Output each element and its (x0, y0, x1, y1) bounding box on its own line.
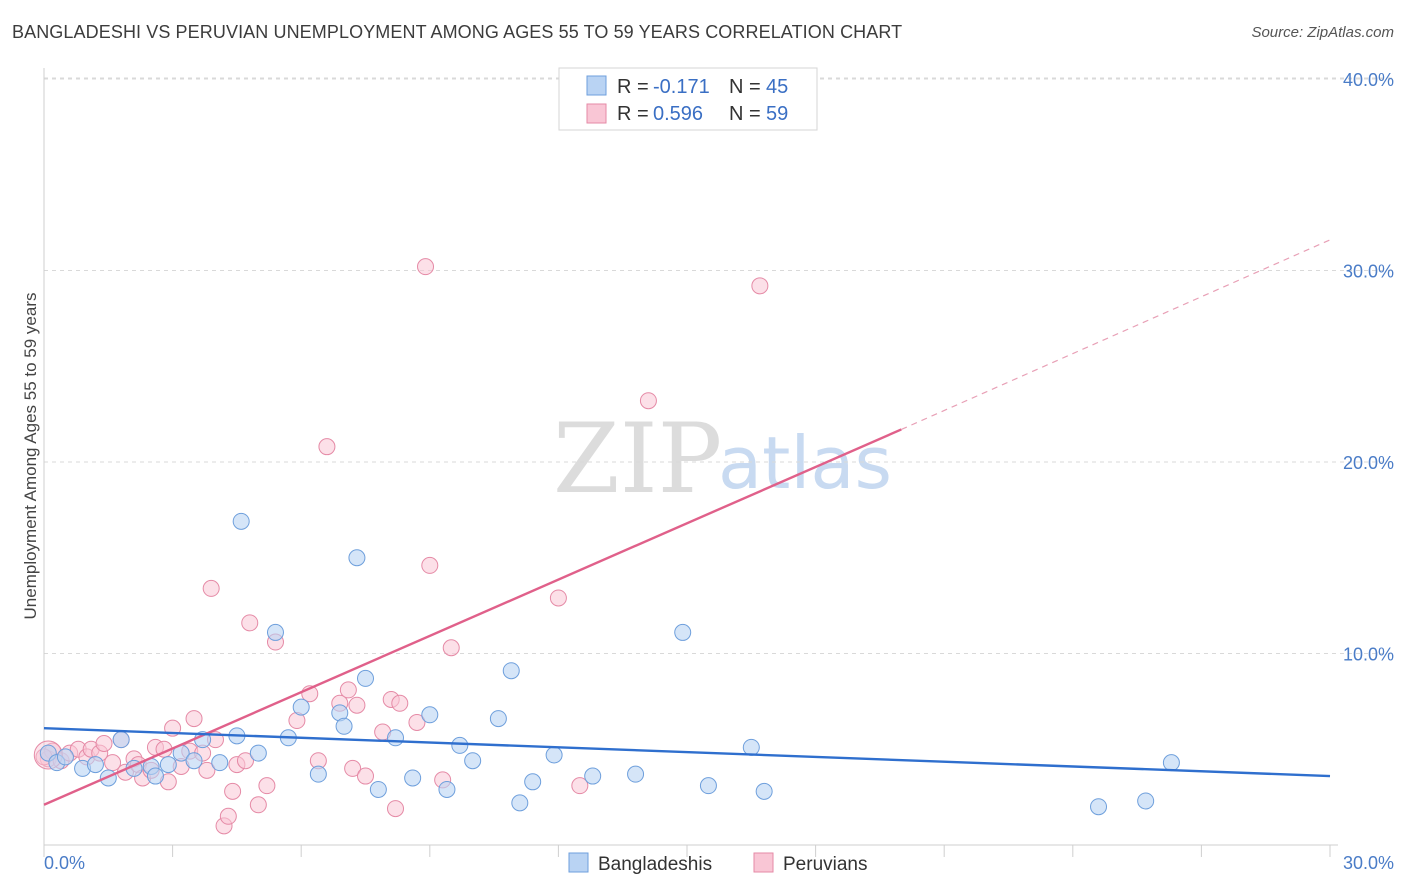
bangladeshi-point-43 (755, 782, 773, 800)
peruvian-point-43 (348, 696, 366, 714)
stats-legend: R = -0.171 N = 45 R = 0.596 N = 59 (558, 67, 818, 131)
bangladeshi-point-21 (309, 765, 327, 783)
peruvian-point-54 (549, 589, 567, 607)
bangladeshi-point-12 (185, 752, 203, 770)
bangladeshi-point-6 (112, 731, 130, 749)
bangladeshi-point-26 (369, 780, 387, 798)
peruvian-point-32 (241, 614, 259, 632)
legend-r-label-2: R = (617, 103, 649, 125)
peruvian-point-25 (202, 579, 220, 597)
peruvian-point-50 (417, 258, 435, 276)
y-axis-tick-labels: 10.0% 20.0% 30.0% 40.0% (1343, 70, 1394, 665)
peruvian-point-39 (318, 438, 336, 456)
watermark-zip: ZIP (553, 403, 722, 515)
bangladeshi-point-2 (56, 748, 74, 766)
bangladeshi-point-38 (584, 767, 602, 785)
bangladeshi-point-25 (357, 669, 374, 687)
bangladeshi-point-24 (348, 549, 366, 567)
y-tick-label-10: 10.0% (1343, 645, 1394, 665)
bangladeshi-point-4 (86, 756, 104, 774)
bangladeshi-point-34 (502, 662, 520, 680)
bangladeshi-point-17 (249, 744, 267, 762)
y-tick-label-40: 40.0% (1343, 70, 1394, 90)
peruvian-point-55 (571, 777, 589, 795)
bangladeshi-point-39 (627, 765, 645, 783)
bangladeshi-point-33 (489, 710, 507, 728)
bangladeshi-point-27 (387, 729, 405, 747)
legend-swatch-pink (586, 103, 607, 124)
y-tick-label-20: 20.0% (1343, 453, 1394, 473)
legend-n-label-2: N = (729, 103, 761, 125)
peruvian-point-8 (95, 735, 113, 753)
peruvian-point-24 (198, 761, 216, 779)
bangladeshi-point-16 (232, 512, 250, 530)
series-legend: Bangladeshis Peruvians (568, 852, 868, 875)
bangladeshis-trend-line (43, 726, 1331, 778)
peruvians-trend-line (43, 428, 902, 806)
bangladeshi-point-45 (1137, 792, 1155, 810)
bangladeshi-point-44 (1090, 798, 1108, 816)
peruvian-point-44 (357, 767, 374, 785)
legend-swatch-blue (586, 75, 607, 96)
legend-n-value-1: 45 (766, 76, 788, 98)
legend-r-value-1: -0.171 (653, 76, 710, 98)
peruvian-point-56 (639, 392, 657, 410)
gridlines (44, 77, 1394, 654)
peruvian-point-48 (391, 694, 409, 712)
legend-n-value-2: 59 (766, 103, 788, 125)
bottom-legend-bangladeshis: Bangladeshis (598, 854, 712, 875)
peruvian-point-34 (258, 777, 276, 795)
x-tick-label-min: 0.0% (44, 853, 85, 873)
peruvian-point-57 (751, 277, 769, 295)
bangladeshi-point-14 (211, 754, 229, 772)
legend-r-value-2: 0.596 (653, 103, 703, 125)
source-credit: Source: ZipAtlas.com (1251, 24, 1394, 41)
bangladeshi-point-37 (545, 746, 563, 764)
legend-n-label-1: N = (729, 76, 761, 98)
bottom-legend-peruvians: Peruvians (783, 854, 868, 875)
bangladeshi-point-28 (404, 769, 422, 787)
bangladeshi-point-46 (1162, 754, 1180, 772)
peruvian-point-28 (219, 807, 237, 825)
bangladeshi-point-18 (266, 623, 284, 641)
bangladeshi-point-20 (292, 698, 310, 716)
y-axis-label: Unemployment Among Ages 55 to 59 years (21, 293, 40, 620)
bangladeshi-point-36 (524, 773, 542, 791)
peruvian-point-51 (421, 556, 439, 574)
legend-r-label-1: R = (617, 76, 649, 98)
bangladeshi-point-40 (674, 623, 692, 641)
peruvians-points (33, 258, 769, 835)
watermark-atlas: atlas (718, 421, 892, 505)
bottom-legend-swatch-blue (568, 852, 589, 873)
bottom-legend-swatch-pink (753, 852, 774, 873)
bangladeshi-point-42 (742, 738, 760, 756)
peruvian-point-53 (442, 639, 460, 657)
chart-title: BANGLADESHI VS PERUVIAN UNEMPLOYMENT AMO… (12, 22, 903, 42)
bangladeshi-point-31 (451, 736, 469, 754)
peruvian-point-31 (236, 752, 254, 770)
peruvian-point-49 (408, 713, 426, 731)
peruvian-point-22 (185, 710, 203, 728)
peruvian-point-41 (339, 681, 357, 699)
bangladeshi-point-29 (421, 706, 439, 724)
peruvians-trend-extension (901, 239, 1331, 430)
bangladeshi-point-32 (464, 752, 482, 770)
bangladeshi-point-41 (699, 777, 717, 795)
bangladeshi-point-35 (511, 794, 529, 812)
peruvian-point-47 (387, 800, 405, 818)
x-tick-label-max: 30.0% (1343, 853, 1394, 873)
bangladeshi-point-9 (146, 767, 164, 785)
x-axis-ticks (43, 845, 1331, 857)
bangladeshi-point-30 (438, 780, 456, 798)
bangladeshi-point-10 (159, 756, 177, 774)
bangladeshi-point-23 (335, 717, 353, 735)
peruvian-point-42 (344, 759, 362, 777)
peruvian-point-29 (224, 782, 242, 800)
peruvian-point-33 (249, 796, 267, 814)
y-tick-label-30: 30.0% (1343, 262, 1394, 282)
